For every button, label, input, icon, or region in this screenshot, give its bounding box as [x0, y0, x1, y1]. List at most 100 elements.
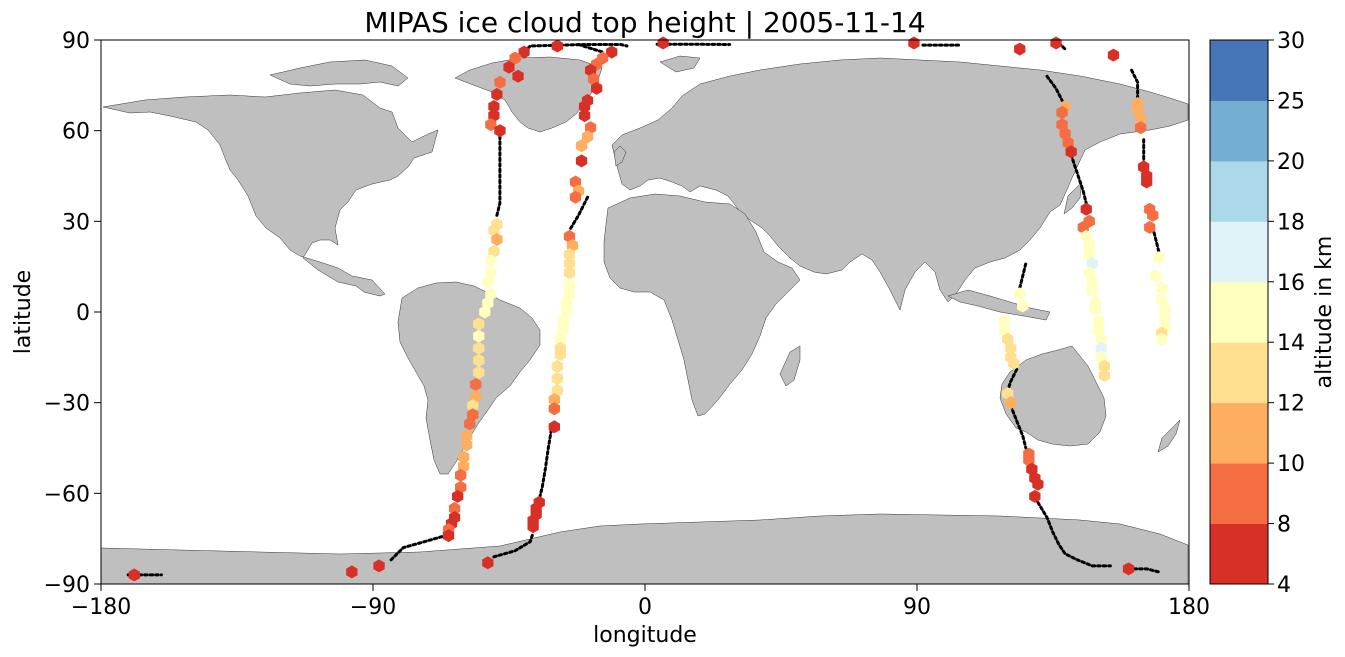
cloud-marker [491, 233, 503, 246]
cloud-marker [578, 100, 591, 113]
colorbar-band [1210, 281, 1268, 343]
orbit-track [537, 428, 553, 501]
cloud-marker [1080, 202, 1092, 216]
cloud-marker [1008, 356, 1020, 370]
x-axis: −180 −90 0 90 180 [71, 584, 1210, 620]
orbit-track [1127, 567, 1161, 574]
cloud-marker [1144, 220, 1156, 234]
north-america [102, 89, 439, 297]
y-tick-label: 60 [62, 120, 90, 145]
cloud-marker [470, 378, 482, 391]
cloud-marker [1141, 175, 1153, 189]
cloud-marker [503, 60, 515, 74]
cloud-marker [467, 399, 479, 413]
antarctica [100, 513, 1189, 585]
colorbar-band [1210, 342, 1268, 404]
x-axis-label: longitude [593, 623, 697, 648]
x-tick-label: 90 [903, 595, 931, 620]
cloud-marker [461, 429, 473, 443]
cloud-marker [563, 257, 576, 271]
cloud-marker [1086, 275, 1098, 289]
colorbar-tick-label: 18 [1277, 210, 1305, 235]
cloud-marker [581, 130, 594, 144]
colorbar-band [1210, 463, 1268, 525]
cloud-marker [1159, 311, 1171, 325]
cloud-marker [557, 314, 569, 328]
cloud-marker [461, 438, 473, 452]
cloud-marker [1150, 269, 1162, 283]
y-axis-label: latitude [11, 270, 36, 354]
cloud-marker [464, 417, 476, 431]
y-tick-label: −30 [44, 392, 90, 417]
cloud-marker [554, 332, 566, 346]
cloud-marker [1135, 112, 1147, 126]
eurasia [611, 57, 1189, 311]
cloud-marker [1095, 341, 1107, 355]
cloud-marker [560, 296, 573, 310]
cloud-marker [606, 45, 618, 59]
africa [603, 193, 801, 417]
cloud-marker [1159, 302, 1171, 316]
orbit-tracks [126, 41, 1161, 577]
cloud-marker [449, 501, 461, 515]
cloud-marker [1156, 332, 1168, 346]
cloud-marker [548, 420, 560, 434]
orbit-track [567, 195, 590, 232]
cloud-marker [578, 109, 591, 123]
y-tick-label: −90 [44, 573, 90, 598]
orbit-track [577, 43, 605, 54]
cloud-marker [518, 45, 530, 59]
cloud-marker [1056, 106, 1068, 119]
cloud-marker [1005, 341, 1017, 355]
orbit-track [1069, 153, 1088, 205]
cloud-marker [563, 278, 576, 292]
y-tick-label: 30 [62, 210, 90, 235]
colorbar-band [1210, 221, 1268, 283]
orbit-track [1006, 367, 1019, 393]
map-plot-area [100, 36, 1190, 585]
colorbar-band [1210, 160, 1268, 222]
orbit-track [495, 129, 502, 217]
colorbar-tick-label: 10 [1277, 452, 1305, 477]
cloud-marker [1122, 562, 1135, 576]
colorbar: 4 8 10 12 14 16 18 20 25 30 [1209, 29, 1305, 598]
cloud-marker [473, 341, 485, 355]
cloud-marker [551, 372, 563, 385]
cloud-marker [1086, 284, 1098, 298]
orbit-track [1045, 74, 1064, 102]
madagascar [779, 345, 801, 387]
cloud-marker [1065, 145, 1077, 159]
colorbar-band [1210, 100, 1268, 162]
colorbar-tick-label: 14 [1277, 331, 1305, 356]
colorbar-tick-label: 4 [1277, 573, 1291, 598]
cloud-marker [1014, 287, 1026, 301]
cloud-marker [373, 559, 385, 573]
x-tick-label: 0 [638, 595, 652, 620]
cloud-marker [1017, 299, 1029, 313]
cloud-marker [563, 248, 576, 262]
colorbar-tick-label: 8 [1277, 513, 1291, 538]
cloud-marker [485, 118, 497, 132]
cloud-marker [548, 393, 560, 407]
orbit-track [1009, 404, 1028, 450]
cloud-marker [554, 347, 566, 361]
colorbar-tick-label: 12 [1277, 392, 1305, 417]
orbit-track [1036, 500, 1112, 568]
colorbar-frame [1209, 39, 1269, 585]
y-axis: −90 −60 −30 0 30 60 90 [44, 29, 101, 598]
cloud-marker [1032, 477, 1044, 491]
orbit-track [389, 534, 447, 562]
cloud-marker [482, 275, 494, 289]
cloud-marker [512, 69, 524, 83]
x-tick-label: 180 [1168, 595, 1210, 620]
cloud-marker [1014, 42, 1026, 56]
cloud-marker [485, 254, 497, 268]
y-tick-label: 0 [76, 301, 90, 326]
cloud-marker [1029, 489, 1041, 503]
cloud-marker [442, 529, 455, 543]
chart-title: MIPAS ice cloud top height | 2005-11-14 [364, 6, 925, 39]
land-masses [100, 55, 1189, 585]
cloud-marker [1153, 251, 1165, 265]
cloud-marker [551, 39, 563, 53]
